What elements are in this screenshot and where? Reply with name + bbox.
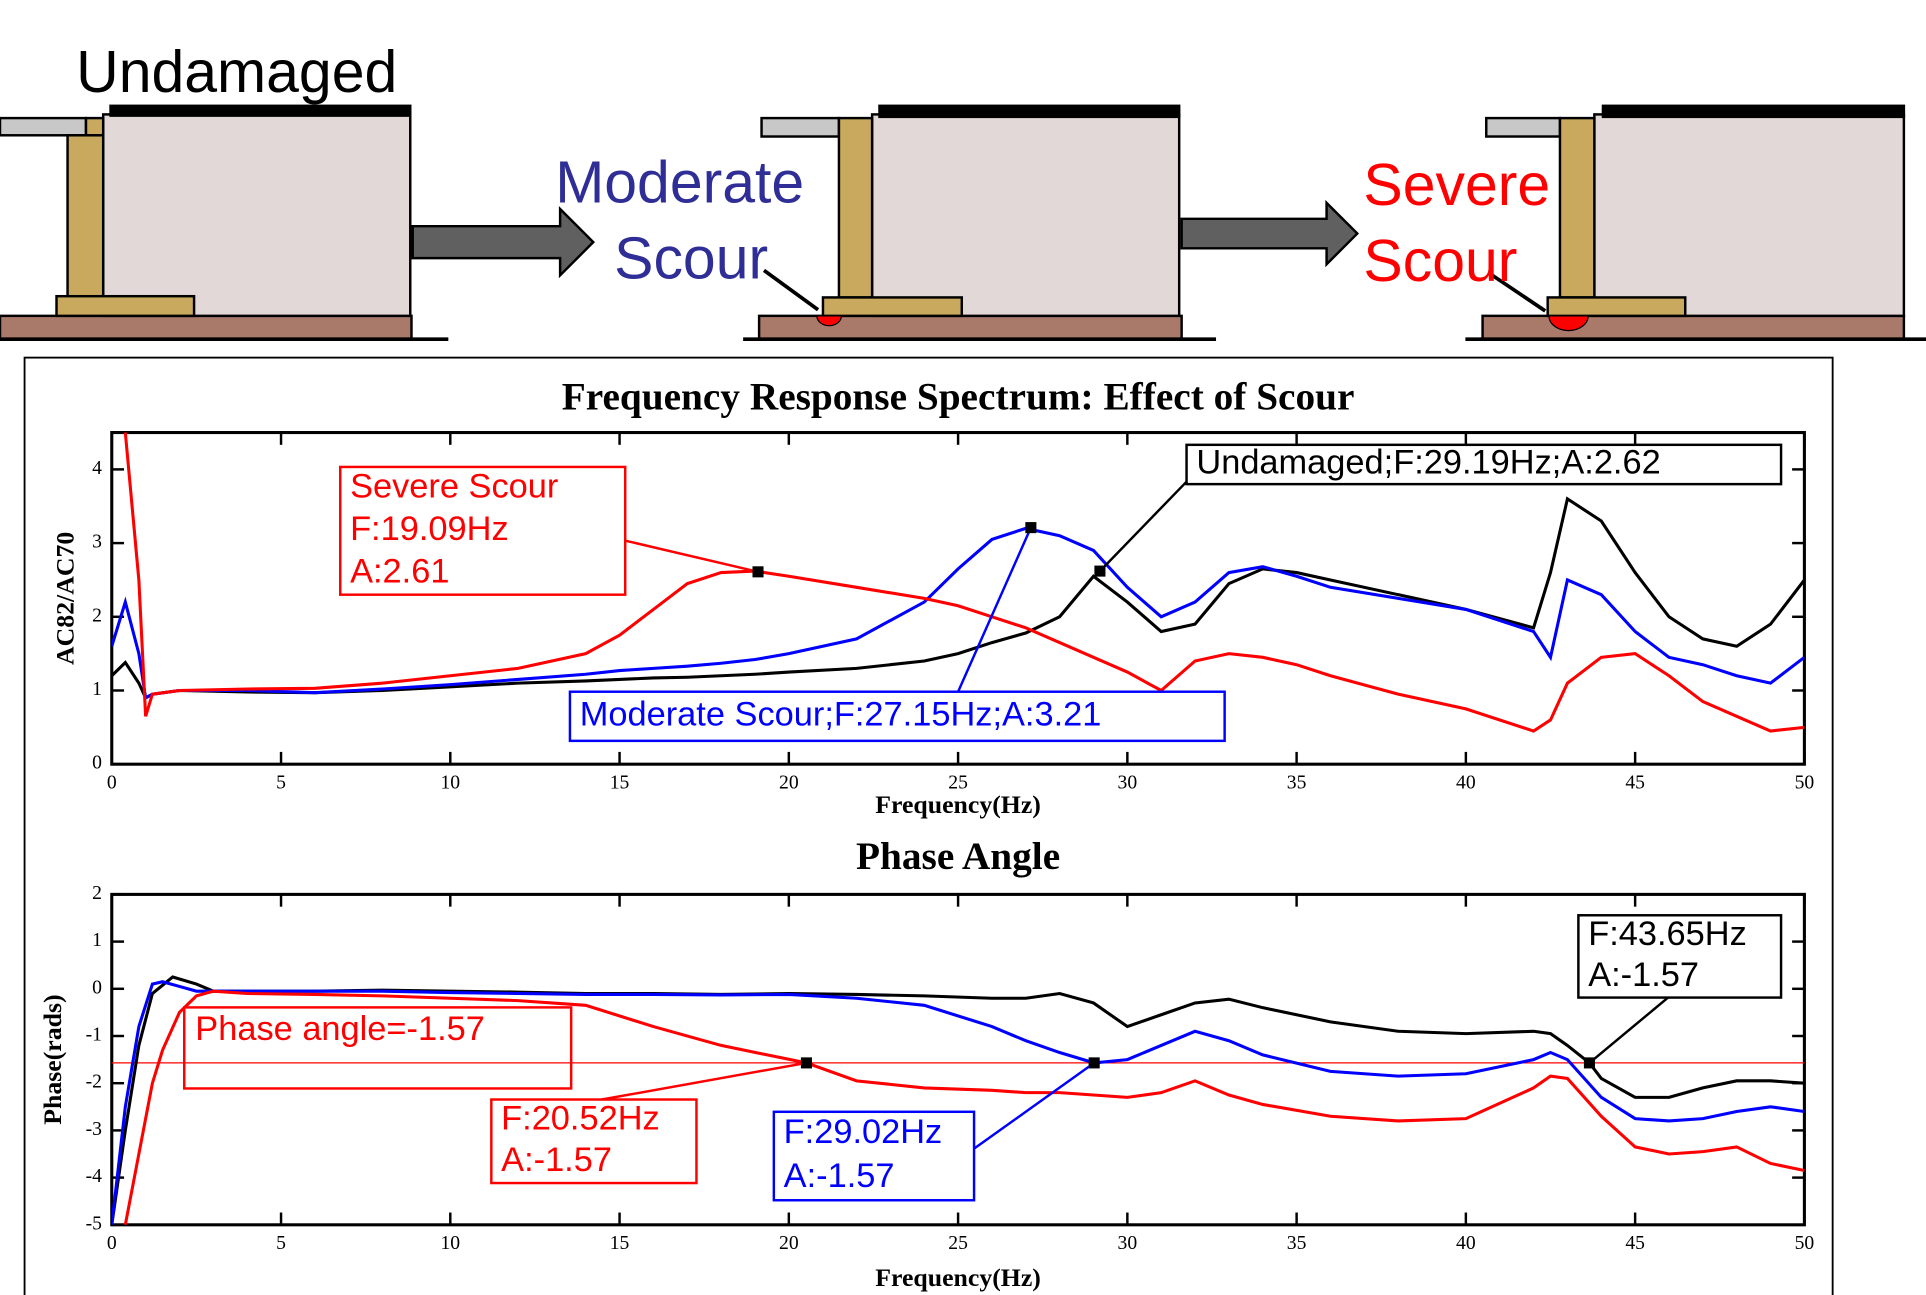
y-tick-label: 1 (92, 678, 102, 700)
y-axis-label: Phase(rads) (38, 994, 67, 1124)
pointer (764, 270, 818, 309)
backfill (103, 114, 410, 315)
stem (68, 135, 104, 297)
annotation-text: A:2.61 (350, 552, 449, 590)
x-tick-label: 40 (1456, 771, 1476, 793)
y-tick-label: 2 (92, 882, 102, 904)
soil (0, 316, 411, 339)
annotation-arrow (625, 541, 758, 572)
annotation-text: A:-1.57 (784, 1157, 895, 1195)
panel-label: Undamaged (76, 40, 397, 105)
x-tick-label: 30 (1118, 1232, 1138, 1254)
x-tick-label: 45 (1625, 1232, 1645, 1254)
stem (839, 118, 872, 297)
chart-title: Phase Angle (856, 834, 1060, 878)
y-tick-label: -4 (86, 1165, 103, 1187)
x-tick-label: 0 (107, 771, 117, 793)
footing (57, 296, 195, 316)
panel-label: Scour (614, 227, 768, 292)
deck (0, 118, 86, 135)
backfill (872, 114, 1179, 315)
deck (762, 118, 839, 136)
approach-slab (1603, 106, 1904, 117)
footing (823, 297, 962, 315)
annotation-arrow (602, 1063, 807, 1100)
annotation-marker (752, 566, 763, 577)
annotation-text: A:-1.57 (501, 1141, 612, 1179)
panel-label: Moderate (555, 150, 804, 215)
x-tick-label: 15 (610, 1232, 630, 1254)
y-tick-label: -1 (86, 1024, 102, 1046)
y-tick-label: -3 (86, 1118, 103, 1140)
y-tick-label: 1 (92, 929, 102, 951)
annotation-marker (1025, 522, 1036, 533)
y-tick-label: 0 (92, 752, 102, 774)
x-tick-label: 45 (1625, 771, 1645, 793)
footing (1548, 297, 1686, 315)
annotation-text: Moderate Scour;F:27.15Hz;A:3.21 (580, 695, 1102, 733)
x-tick-label: 10 (440, 1232, 460, 1254)
x-axis-label: Frequency(Hz) (875, 790, 1041, 819)
approach-slab (879, 106, 1179, 117)
stem (1560, 118, 1594, 297)
y-tick-label: 0 (92, 976, 102, 998)
y-tick-label: 3 (92, 531, 102, 553)
annotation-text: F:43.65Hz (1588, 915, 1747, 953)
annotation-marker (1094, 566, 1105, 577)
y-axis-label: AC82/AC70 (50, 532, 79, 665)
x-tick-label: 30 (1118, 771, 1138, 793)
y-tick-label: -5 (86, 1212, 103, 1234)
y-tick-label: 2 (92, 604, 102, 626)
x-tick-label: 40 (1456, 1232, 1476, 1254)
x-tick-label: 20 (779, 771, 799, 793)
annotation-marker (1089, 1057, 1100, 1068)
y-tick-label: 4 (92, 457, 102, 479)
x-axis-label: Frequency(Hz) (875, 1263, 1041, 1292)
annotation-text: F:20.52Hz (501, 1099, 660, 1137)
annotation-arrow (1100, 482, 1187, 571)
annotation-text: Undamaged;F:29.19Hz;A:2.62 (1196, 444, 1660, 482)
deck (1486, 118, 1560, 136)
x-tick-label: 50 (1795, 1232, 1815, 1254)
x-tick-label: 10 (440, 771, 460, 793)
panel-label: Severe (1363, 153, 1550, 218)
diagram (0, 106, 1926, 339)
arrow (1182, 203, 1358, 264)
annotation-text: F:19.09Hz (350, 510, 509, 548)
seat (86, 118, 103, 135)
arrow (413, 209, 594, 275)
x-tick-label: 25 (948, 1232, 968, 1254)
figure: Undamaged Moderate Scour Severe Scour Fr… (0, 0, 1926, 1295)
x-tick-label: 0 (107, 1232, 117, 1254)
annotation-marker (801, 1057, 812, 1068)
x-tick-label: 25 (948, 771, 968, 793)
x-tick-label: 35 (1287, 1232, 1307, 1254)
annotation-marker (1584, 1057, 1595, 1068)
panel-label: Scour (1363, 229, 1517, 294)
chart-title: Frequency Response Spectrum: Effect of S… (562, 375, 1355, 419)
annotation-text: Phase angle=-1.57 (195, 1010, 485, 1048)
x-tick-label: 15 (610, 771, 630, 793)
annotation-text: F:29.02Hz (784, 1113, 943, 1151)
x-tick-label: 35 (1287, 771, 1307, 793)
soil (1483, 316, 1904, 339)
x-tick-label: 5 (276, 771, 286, 793)
x-tick-label: 50 (1795, 771, 1815, 793)
y-tick-label: -2 (86, 1071, 102, 1093)
annotation-arrow (974, 1063, 1094, 1149)
annotation-text: Severe Scour (350, 467, 558, 505)
annotation-text: A:-1.57 (1588, 956, 1699, 994)
annotation-arrow (1589, 998, 1668, 1063)
x-tick-label: 20 (779, 1232, 799, 1254)
approach-slab (111, 106, 411, 116)
x-tick-label: 5 (276, 1232, 286, 1254)
backfill (1594, 114, 1904, 315)
